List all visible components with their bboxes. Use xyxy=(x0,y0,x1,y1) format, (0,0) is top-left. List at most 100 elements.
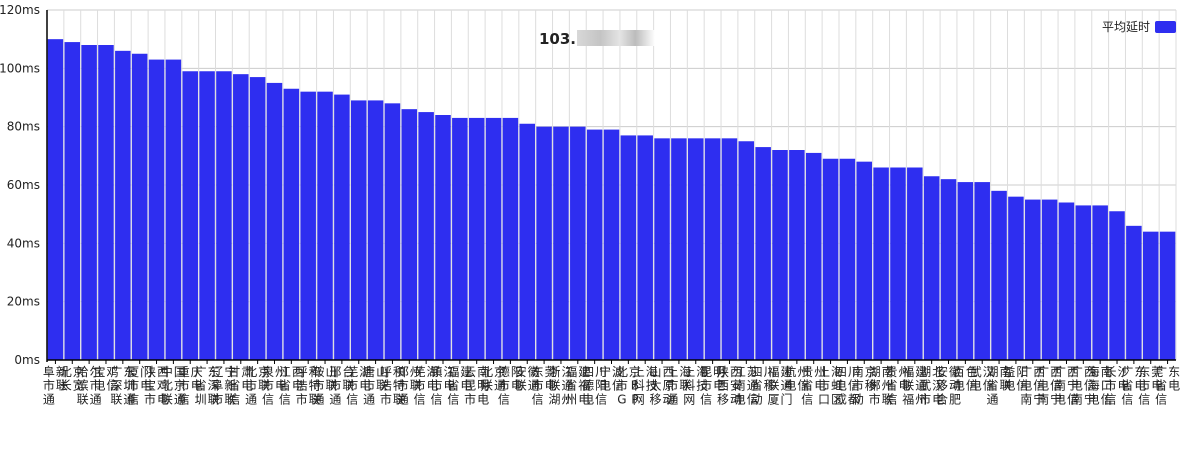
y-tick-label: 80ms xyxy=(7,120,40,134)
x-tick-label: 福建省福州电 xyxy=(565,364,590,406)
bar[interactable] xyxy=(98,45,114,360)
bar[interactable] xyxy=(216,71,232,360)
bar[interactable] xyxy=(115,50,131,360)
x-tick-label: 武汉电信 xyxy=(970,365,995,393)
legend[interactable]: 平均延时 xyxy=(1102,20,1176,34)
bar[interactable] xyxy=(502,117,519,361)
x-tick-label: 贵州省电信 xyxy=(885,365,910,406)
bar[interactable] xyxy=(64,42,81,360)
x-tick-label: 芜湖市电信 xyxy=(414,364,439,406)
bar[interactable] xyxy=(553,126,569,361)
x-tick-label: 东莞市电信 xyxy=(532,365,557,406)
bar[interactable] xyxy=(890,167,906,361)
x-tick-label: 上海科技网 xyxy=(683,364,708,406)
x-tick-label: 广东省电信 xyxy=(1121,365,1146,406)
x-tick-label: 湖南郴州市联 xyxy=(869,364,894,406)
bar[interactable] xyxy=(266,82,283,361)
bar[interactable] xyxy=(81,45,97,360)
bar[interactable] xyxy=(637,135,653,360)
x-tick-label: 镇江市电信 xyxy=(430,365,455,406)
x-tick-label: 四川电信成都 xyxy=(835,365,860,406)
x-tick-label: 广东深圳联通 xyxy=(110,365,135,406)
x-tick-label: 江西省电信 xyxy=(279,365,304,406)
bar[interactable] xyxy=(704,138,721,360)
x-tick-label: 杭州电信 xyxy=(784,364,809,393)
bar[interactable] xyxy=(350,100,367,361)
bar[interactable] xyxy=(418,112,434,360)
bar[interactable] xyxy=(822,158,839,360)
bar[interactable] xyxy=(334,94,350,360)
bar[interactable] xyxy=(283,88,300,360)
bar[interactable] xyxy=(1008,196,1024,360)
x-tick-label: 北京长宽 xyxy=(60,365,85,393)
bar[interactable] xyxy=(738,141,755,360)
bar[interactable] xyxy=(182,71,198,360)
bar[interactable] xyxy=(1159,231,1176,360)
bar[interactable] xyxy=(1092,205,1108,360)
bar[interactable] xyxy=(654,138,670,360)
bar[interactable] xyxy=(991,190,1007,360)
bar[interactable] xyxy=(485,117,502,361)
bar[interactable] xyxy=(148,59,165,360)
bar[interactable] xyxy=(940,179,957,360)
bar[interactable] xyxy=(805,152,822,360)
bar[interactable] xyxy=(839,158,856,360)
bar[interactable] xyxy=(452,117,468,361)
x-tick-label: 福建省电信 xyxy=(447,364,472,406)
bar[interactable] xyxy=(586,129,603,360)
bar[interactable] xyxy=(401,109,418,361)
bar[interactable] xyxy=(233,74,249,361)
x-tick-label: 呼和浩特市联 xyxy=(380,365,405,406)
bar[interactable] xyxy=(873,167,889,361)
bar[interactable] xyxy=(1126,225,1142,360)
bar[interactable] xyxy=(131,53,148,360)
x-tick-label: 广西电信南宁 xyxy=(1020,365,1045,406)
bar[interactable] xyxy=(468,117,485,361)
gridlines xyxy=(46,9,1177,361)
x-tick-label: 郑州市联通 xyxy=(397,364,422,406)
bar[interactable] xyxy=(1041,199,1058,360)
bar[interactable] xyxy=(974,182,990,360)
axes xyxy=(46,10,1176,364)
x-tick-label: 江苏南通电信 xyxy=(734,365,759,406)
bar[interactable] xyxy=(923,176,940,360)
bar[interactable] xyxy=(957,182,974,360)
bars xyxy=(47,39,1176,361)
x-tick-label: 广东省深圳联 xyxy=(195,365,220,406)
bar[interactable] xyxy=(249,77,266,360)
bar[interactable] xyxy=(570,126,586,361)
bar[interactable] xyxy=(384,103,401,360)
bar[interactable] xyxy=(1025,199,1041,360)
bar[interactable] xyxy=(1142,231,1159,360)
bar[interactable] xyxy=(519,123,535,360)
bar[interactable] xyxy=(772,150,788,360)
x-tick-label: 安徽联通 xyxy=(515,364,540,393)
bar[interactable] xyxy=(671,138,687,360)
y-tick-label: 0ms xyxy=(14,353,40,367)
bar[interactable] xyxy=(1075,205,1092,360)
bar[interactable] xyxy=(1058,202,1075,361)
bar[interactable] xyxy=(755,147,771,360)
bar[interactable] xyxy=(856,161,873,360)
bar[interactable] xyxy=(47,39,64,361)
bar[interactable] xyxy=(165,59,182,360)
legend-swatch xyxy=(1155,21,1176,33)
bar[interactable] xyxy=(300,91,316,361)
y-tick-labels: 0ms 20ms 40ms 60ms 80ms 100ms 120ms xyxy=(0,3,40,367)
bar[interactable] xyxy=(688,138,704,360)
bar[interactable] xyxy=(367,100,384,361)
x-tick-label: 中国北京联通 xyxy=(161,364,186,406)
bar[interactable] xyxy=(317,91,333,361)
bar[interactable] xyxy=(620,135,637,360)
bar[interactable] xyxy=(721,138,738,360)
bar[interactable] xyxy=(789,150,805,360)
bar[interactable] xyxy=(435,115,451,360)
bar[interactable] xyxy=(603,129,620,360)
bar[interactable] xyxy=(536,126,552,361)
bar[interactable] xyxy=(1109,211,1125,360)
bar[interactable] xyxy=(199,71,215,360)
x-tick-label: 上海市虹口区 xyxy=(818,364,843,406)
x-tick-label: 德阳市电信 xyxy=(498,364,523,406)
bar[interactable] xyxy=(907,167,923,361)
x-tick-label: 福建联通厦门 xyxy=(767,364,792,406)
